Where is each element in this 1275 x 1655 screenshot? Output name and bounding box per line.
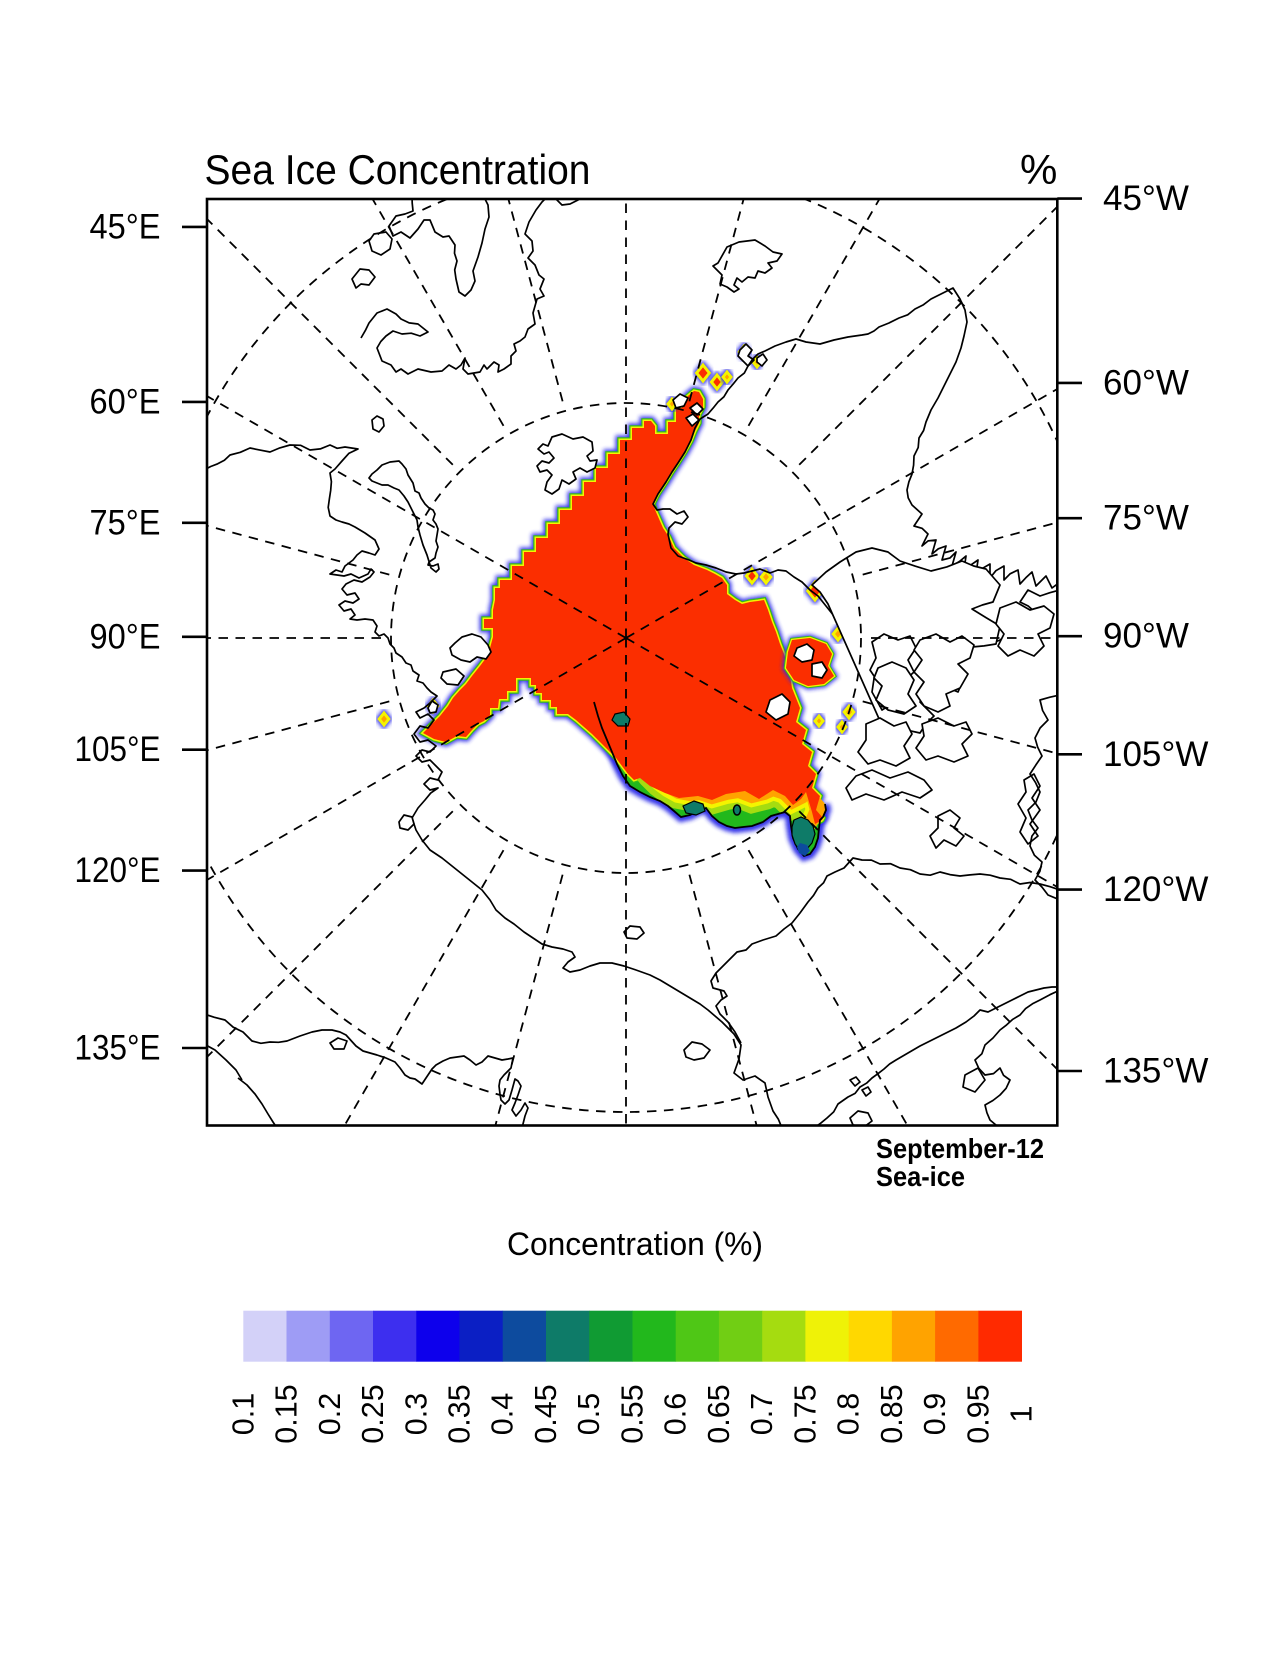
svg-text:75°E: 75°E	[90, 503, 161, 542]
svg-text:Concentration (%): Concentration (%)	[507, 1226, 763, 1262]
svg-text:45°E: 45°E	[90, 207, 161, 246]
svg-text:0.35: 0.35	[443, 1384, 477, 1443]
svg-text:120°E: 120°E	[75, 851, 161, 890]
svg-text:135°E: 135°E	[75, 1029, 161, 1068]
svg-text:45°W: 45°W	[1103, 179, 1189, 218]
svg-text:0.9: 0.9	[918, 1393, 952, 1435]
svg-text:0.75: 0.75	[788, 1384, 822, 1443]
svg-text:60°W: 60°W	[1103, 363, 1189, 402]
svg-text:%: %	[1020, 146, 1057, 193]
svg-text:Sea Ice Concentration: Sea Ice Concentration	[205, 146, 591, 193]
svg-text:September-12: September-12	[876, 1133, 1044, 1164]
svg-text:105°E: 105°E	[75, 730, 161, 769]
svg-text:1: 1	[1005, 1406, 1039, 1423]
svg-text:0.95: 0.95	[961, 1384, 995, 1443]
svg-text:Sea-ice: Sea-ice	[876, 1161, 965, 1192]
svg-text:0.8: 0.8	[832, 1393, 866, 1435]
svg-text:0.45: 0.45	[529, 1384, 563, 1443]
svg-text:90°W: 90°W	[1103, 617, 1189, 656]
svg-text:0.7: 0.7	[745, 1393, 779, 1435]
svg-text:135°W: 135°W	[1103, 1052, 1208, 1091]
svg-text:0.6: 0.6	[659, 1393, 693, 1435]
svg-text:120°W: 120°W	[1103, 870, 1208, 909]
svg-text:0.55: 0.55	[616, 1384, 650, 1443]
svg-text:0.25: 0.25	[356, 1384, 390, 1443]
svg-text:0.85: 0.85	[875, 1384, 909, 1443]
svg-text:0.2: 0.2	[313, 1393, 347, 1435]
svg-text:90°E: 90°E	[90, 617, 161, 656]
svg-text:0.5: 0.5	[572, 1393, 606, 1435]
svg-text:0.15: 0.15	[270, 1384, 304, 1443]
svg-text:0.1: 0.1	[226, 1393, 260, 1435]
svg-text:60°E: 60°E	[90, 382, 161, 421]
svg-text:105°W: 105°W	[1103, 735, 1208, 774]
svg-text:0.4: 0.4	[486, 1393, 520, 1435]
svg-text:75°W: 75°W	[1103, 499, 1189, 538]
svg-text:0.65: 0.65	[702, 1384, 736, 1443]
svg-text:0.3: 0.3	[399, 1393, 433, 1435]
